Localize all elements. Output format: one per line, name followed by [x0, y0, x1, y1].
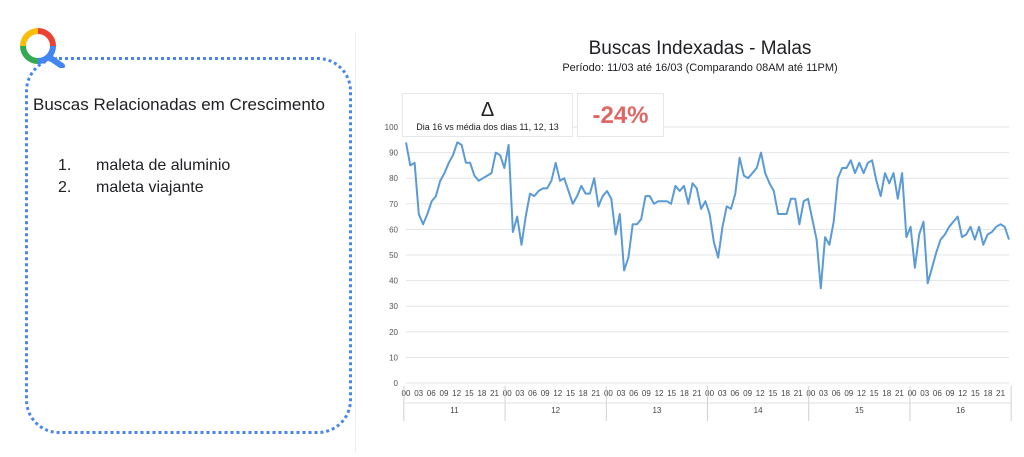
x-tick-label: 15 [870, 389, 879, 398]
x-tick-label: 00 [503, 389, 512, 398]
x-tick-label: 09 [946, 389, 955, 398]
x-tick-label: 15 [465, 389, 474, 398]
list-item-label: maleta viajante [96, 179, 204, 196]
x-tick-label: 12 [756, 389, 765, 398]
x-tick-label: 03 [718, 389, 727, 398]
x-tick-label: 15 [667, 389, 676, 398]
x-tick-label: 06 [629, 389, 638, 398]
section-divider [355, 32, 356, 452]
list-item-number: 1. [58, 157, 72, 174]
y-tick-label: 60 [389, 225, 398, 234]
x-tick-label: 03 [920, 389, 929, 398]
y-tick-label: 50 [389, 251, 398, 260]
series-line [405, 141, 1010, 290]
x-tick-label: 21 [591, 389, 600, 398]
x-tick-label: 15 [768, 389, 777, 398]
x-tick-label: 03 [414, 389, 423, 398]
x-tick-label: 09 [642, 389, 651, 398]
x-tick-label: 00 [402, 389, 411, 398]
y-tick-label: 30 [389, 302, 398, 311]
day-label: 15 [855, 406, 864, 415]
y-tick-label: 10 [389, 353, 398, 362]
x-tick-label: 09 [743, 389, 752, 398]
x-tick-label: 18 [984, 389, 993, 398]
x-tick-label: 12 [553, 389, 562, 398]
x-tick-label: 12 [857, 389, 866, 398]
x-tick-label: 15 [566, 389, 575, 398]
y-tick-label: 100 [385, 123, 399, 132]
delta-card: Δ Dia 16 vs média dos dias 11, 12, 13 [402, 93, 573, 137]
list-item-number: 2. [58, 179, 72, 196]
x-tick-label: 06 [832, 389, 841, 398]
related-searches-list: 1. maleta de aluminio 2. maleta viajante [58, 155, 230, 199]
x-tick-label: 06 [730, 389, 739, 398]
x-tick-label: 03 [819, 389, 828, 398]
related-searches-title: Buscas Relacionadas em Crescimento [33, 95, 325, 114]
x-tick-label: 21 [490, 389, 499, 398]
y-tick-label: 70 [389, 200, 398, 209]
y-tick-label: 0 [394, 379, 399, 388]
chart-subtitle: Período: 11/03 até 16/03 (Comparando 08A… [562, 62, 838, 74]
x-tick-label: 21 [895, 389, 904, 398]
x-tick-label: 09 [440, 389, 449, 398]
day-label: 14 [754, 406, 763, 415]
list-item-label: maleta de aluminio [96, 157, 231, 174]
x-tick-label: 18 [579, 389, 588, 398]
delta-symbol: Δ [480, 99, 495, 121]
day-label: 11 [450, 406, 459, 415]
x-tick-label: 06 [528, 389, 537, 398]
related-searches-panel [25, 57, 352, 434]
x-tick-label: 03 [515, 389, 524, 398]
x-tick-label: 21 [693, 389, 702, 398]
x-tick-label: 18 [477, 389, 486, 398]
x-tick-label: 09 [844, 389, 853, 398]
x-tick-label: 21 [996, 389, 1005, 398]
x-tick-label: 00 [604, 389, 613, 398]
x-tick-label: 15 [971, 389, 980, 398]
x-tick-label: 18 [882, 389, 891, 398]
chart-title: Buscas Indexadas - Malas [588, 38, 812, 59]
x-tick-label: 12 [655, 389, 664, 398]
list-item: 2. maleta viajante [58, 177, 230, 199]
x-tick-label: 00 [908, 389, 917, 398]
x-tick-label: 21 [794, 389, 803, 398]
x-tick-label: 12 [452, 389, 461, 398]
percent-change-value: -24% [577, 93, 664, 137]
y-tick-label: 40 [389, 277, 398, 286]
x-tick-label: 12 [958, 389, 967, 398]
list-item: 1. maleta de aluminio [58, 155, 230, 177]
x-tick-label: 06 [933, 389, 942, 398]
day-label: 13 [652, 406, 661, 415]
x-tick-label: 18 [680, 389, 689, 398]
x-tick-label: 09 [541, 389, 550, 398]
x-tick-label: 06 [427, 389, 436, 398]
x-tick-label: 00 [705, 389, 714, 398]
day-label: 16 [956, 406, 965, 415]
x-tick-label: 18 [781, 389, 790, 398]
delta-note: Dia 16 vs média dos dias 11, 12, 13 [416, 122, 559, 132]
y-tick-label: 80 [389, 174, 398, 183]
y-tick-label: 90 [389, 149, 398, 158]
x-tick-label: 03 [617, 389, 626, 398]
y-tick-label: 20 [389, 328, 398, 337]
x-tick-label: 00 [806, 389, 815, 398]
day-label: 12 [551, 406, 560, 415]
